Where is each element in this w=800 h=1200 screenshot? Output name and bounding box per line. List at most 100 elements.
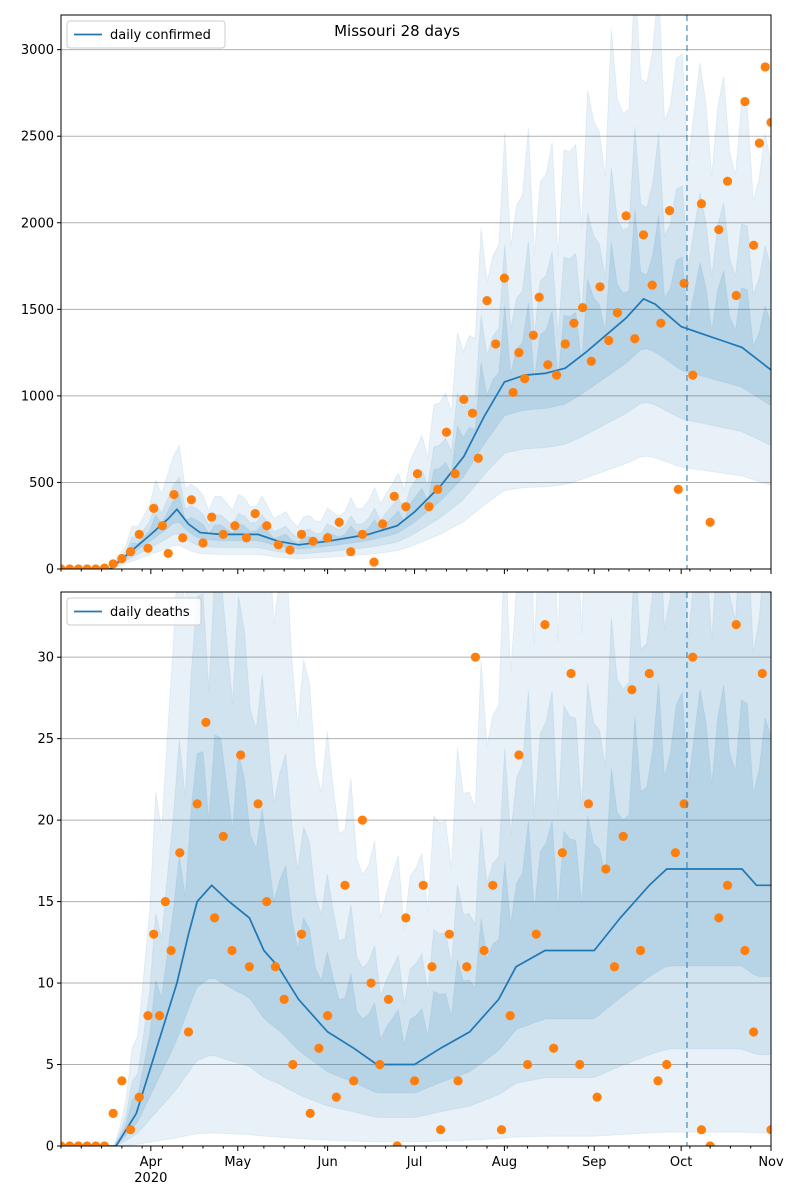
data-point bbox=[323, 533, 333, 543]
data-point bbox=[482, 296, 492, 306]
data-point bbox=[262, 896, 272, 907]
data-point bbox=[433, 484, 443, 494]
uncertainty-bands bbox=[61, 15, 771, 569]
data-point bbox=[566, 668, 576, 679]
data-point bbox=[688, 652, 698, 662]
y-tick-label: 2500 bbox=[21, 130, 54, 145]
uncertainty-band bbox=[61, 15, 771, 569]
data-point bbox=[473, 453, 483, 463]
data-point bbox=[285, 545, 295, 555]
data-point bbox=[207, 512, 217, 522]
y-tick-label: 1000 bbox=[21, 389, 54, 404]
data-point bbox=[418, 880, 428, 890]
data-point bbox=[528, 330, 538, 340]
data-point bbox=[334, 517, 344, 527]
data-point bbox=[424, 502, 434, 512]
data-point bbox=[262, 521, 272, 531]
data-point bbox=[149, 929, 159, 939]
data-point bbox=[627, 685, 637, 695]
y-tick-label: 10 bbox=[37, 977, 54, 992]
data-point bbox=[740, 945, 750, 956]
y-tick-label: 20 bbox=[37, 814, 54, 829]
data-point bbox=[143, 543, 153, 553]
y-tick-label: 3000 bbox=[21, 43, 54, 58]
data-point bbox=[450, 469, 460, 479]
data-point bbox=[540, 619, 550, 630]
data-point bbox=[253, 799, 263, 809]
data-point bbox=[508, 387, 518, 398]
data-point bbox=[557, 848, 567, 858]
data-point bbox=[656, 318, 666, 328]
data-point bbox=[609, 962, 620, 972]
data-point bbox=[166, 945, 176, 956]
data-point bbox=[731, 619, 741, 630]
data-point bbox=[522, 1059, 533, 1070]
data-point bbox=[766, 1125, 771, 1135]
data-point bbox=[169, 489, 179, 500]
data-point bbox=[459, 394, 469, 404]
legend: daily confirmed bbox=[66, 20, 226, 49]
data-point bbox=[621, 211, 631, 221]
data-point bbox=[731, 290, 741, 301]
data-point bbox=[186, 495, 197, 505]
x-tick-label: Sep bbox=[582, 1155, 607, 1170]
data-point bbox=[653, 1076, 663, 1086]
data-point bbox=[209, 913, 220, 923]
data-point bbox=[531, 929, 541, 939]
data-point bbox=[250, 508, 260, 519]
data-point bbox=[91, 1141, 101, 1146]
observation-points bbox=[61, 619, 771, 1146]
data-point bbox=[99, 563, 110, 569]
uncertainty-band bbox=[61, 592, 771, 1146]
data-point bbox=[467, 408, 478, 418]
data-point bbox=[389, 491, 399, 501]
data-point bbox=[551, 370, 562, 380]
data-point bbox=[760, 62, 770, 72]
data-point bbox=[91, 564, 101, 569]
data-point bbox=[125, 547, 136, 557]
data-point bbox=[340, 880, 350, 890]
data-point bbox=[308, 536, 318, 546]
data-point bbox=[441, 427, 452, 437]
data-point bbox=[491, 339, 501, 349]
data-point bbox=[520, 373, 530, 384]
data-point bbox=[108, 559, 118, 569]
data-point bbox=[296, 929, 307, 939]
data-point bbox=[444, 929, 454, 939]
data-point bbox=[496, 1125, 507, 1135]
data-point bbox=[604, 335, 614, 346]
data-point bbox=[134, 1092, 144, 1102]
data-point bbox=[375, 1059, 385, 1070]
data-point bbox=[673, 484, 683, 494]
y-tick-label: 5 bbox=[46, 1058, 54, 1073]
data-point bbox=[514, 347, 524, 358]
data-point bbox=[749, 240, 759, 250]
data-point bbox=[583, 799, 594, 809]
data-point bbox=[323, 1011, 333, 1021]
data-point bbox=[575, 1059, 585, 1070]
legend-label: daily confirmed bbox=[110, 28, 211, 43]
data-point bbox=[644, 668, 654, 679]
series-line bbox=[61, 297, 771, 569]
y-tick-label: 30 bbox=[37, 651, 54, 666]
data-point bbox=[470, 652, 481, 662]
data-point bbox=[108, 1108, 118, 1119]
figure-title: Missouri 28 days bbox=[334, 22, 460, 40]
data-point bbox=[505, 1011, 515, 1021]
data-point bbox=[392, 1141, 402, 1146]
data-point bbox=[305, 1108, 315, 1119]
data-point bbox=[157, 521, 168, 531]
data-point bbox=[99, 1141, 110, 1146]
data-point bbox=[462, 962, 472, 972]
data-point bbox=[192, 799, 202, 809]
x-tick-label: Oct bbox=[670, 1155, 692, 1170]
data-point bbox=[378, 519, 388, 529]
data-point bbox=[638, 230, 649, 240]
data-point bbox=[160, 896, 170, 907]
data-point bbox=[125, 1125, 136, 1135]
x-tick-label: Jun bbox=[316, 1155, 337, 1170]
legend-box bbox=[66, 20, 226, 49]
data-point bbox=[662, 1059, 672, 1070]
data-point bbox=[401, 502, 411, 512]
data-point bbox=[586, 356, 596, 366]
